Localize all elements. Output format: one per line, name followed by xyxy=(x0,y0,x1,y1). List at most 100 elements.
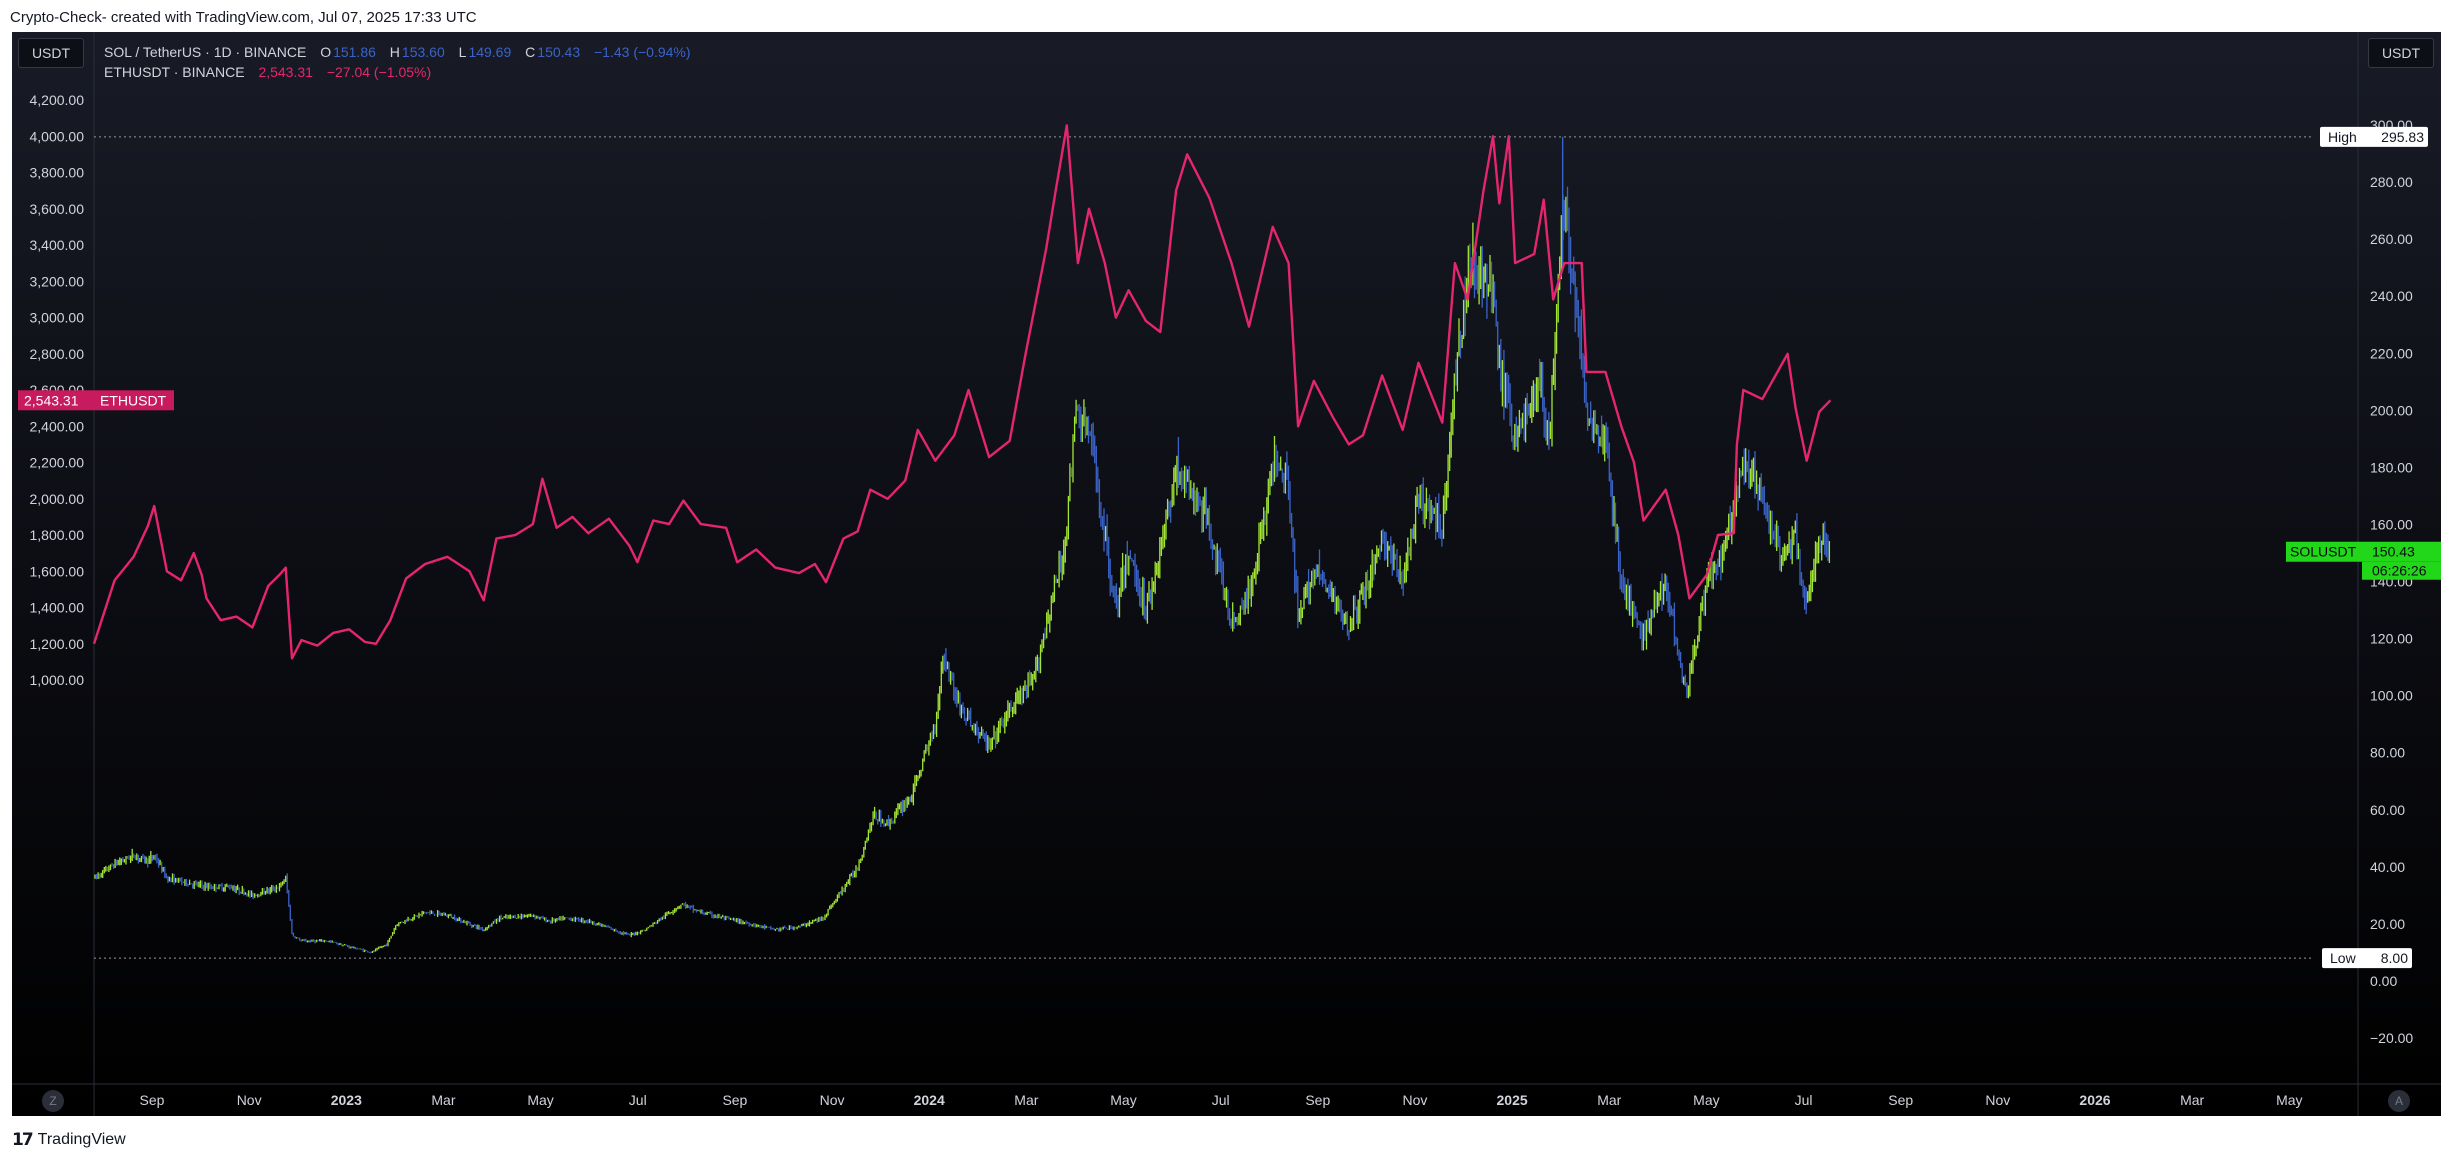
left-axis-tick: 4,000.00 xyxy=(30,128,85,144)
time-axis-tick: 2024 xyxy=(914,1092,945,1108)
sol-close-label: C xyxy=(525,44,536,60)
sol-high-value: 153.60 xyxy=(401,44,445,60)
eth-price-tag-ticker: ETHUSDT xyxy=(100,392,167,408)
sol-price-tag-ticker: SOLUSDT xyxy=(2290,544,2357,560)
left-axis-tick: 1,000.00 xyxy=(30,672,85,688)
eth-price-tag-box xyxy=(18,390,174,411)
eth-legend-name: ETHUSDT · BINANCE xyxy=(104,64,245,80)
time-axis-tick: Nov xyxy=(1402,1092,1427,1108)
high-marker: High 295.83 xyxy=(2320,126,2428,147)
left-axis-tick: 2,800.00 xyxy=(30,346,85,362)
low-marker-box xyxy=(2322,948,2412,969)
high-marker-label: High xyxy=(2328,129,2357,145)
time-axis-tick: May xyxy=(1110,1092,1136,1108)
left-axis-tick: 3,400.00 xyxy=(30,237,85,253)
right-axis-tick: 220.00 xyxy=(2370,345,2413,361)
time-axis-tick: 2025 xyxy=(1497,1092,1528,1108)
eth-legend[interactable]: ETHUSDT · BINANCE 2,543.31 −27.04 (−1.05… xyxy=(104,64,431,80)
time-axis-tick: Sep xyxy=(1888,1092,1913,1108)
sol-countdown-box xyxy=(2362,561,2441,580)
left-axis-tick: 3,800.00 xyxy=(30,165,85,181)
low-marker: Low 8.00 xyxy=(2322,948,2412,969)
sol-price-series xyxy=(94,136,1831,954)
right-axis-tick: −20.00 xyxy=(2370,1030,2413,1046)
left-axis-tick: 2,000.00 xyxy=(30,491,85,507)
sol-countdown: 06:26:26 xyxy=(2372,563,2427,579)
right-axis-tick: 180.00 xyxy=(2370,459,2413,475)
time-axis-tick: Jul xyxy=(1212,1092,1230,1108)
sol-price-tag: SOLUSDT 150.43 06:26:26 xyxy=(2286,541,2441,580)
left-axis-tick: 1,200.00 xyxy=(30,636,85,652)
sol-close-value: 150.43 xyxy=(537,44,581,60)
right-axis-tick: 20.00 xyxy=(2370,916,2405,932)
tradingview-brand: TradingView xyxy=(37,1131,126,1148)
time-axis-tick: Mar xyxy=(431,1092,455,1108)
chart-caption: Crypto-Check- created with TradingView.c… xyxy=(10,9,477,26)
left-axis-tick: 3,600.00 xyxy=(30,201,85,217)
time-axis-tick: 2023 xyxy=(331,1092,362,1108)
time-axis-tick: Mar xyxy=(1014,1092,1038,1108)
auto-scale-button[interactable]: A xyxy=(2388,1090,2410,1112)
time-axis-tick: Jul xyxy=(1795,1092,1813,1108)
left-axis-tick: 2,400.00 xyxy=(30,418,85,434)
time-axis-tick: Mar xyxy=(2180,1092,2204,1108)
chart-background xyxy=(12,32,2441,1116)
right-axis-tick: 120.00 xyxy=(2370,631,2413,647)
right-price-axis[interactable]: 300.00280.00260.00240.00220.00200.00180.… xyxy=(2370,117,2413,1046)
left-axis-tick: 1,800.00 xyxy=(30,527,85,543)
time-axis-tick: May xyxy=(527,1092,553,1108)
zoom-button[interactable]: Z xyxy=(42,1090,64,1112)
sol-legend-name: SOL / TetherUS · 1D · BINANCE xyxy=(104,44,307,60)
sol-low-label: L xyxy=(458,44,467,60)
right-axis-tick: 280.00 xyxy=(2370,174,2413,190)
high-marker-value: 295.83 xyxy=(2381,129,2424,145)
eth-price-line xyxy=(92,124,1832,660)
time-axis-tick: Sep xyxy=(140,1092,165,1108)
low-marker-label: Low xyxy=(2330,950,2357,966)
right-axis-tick: 200.00 xyxy=(2370,402,2413,418)
right-axis-tick: 40.00 xyxy=(2370,859,2405,875)
time-axis-tick: Mar xyxy=(1597,1092,1621,1108)
low-marker-value: 8.00 xyxy=(2381,950,2408,966)
eth-change: −27.04 (−1.05%) xyxy=(326,64,432,80)
time-axis-tick: Nov xyxy=(820,1092,845,1108)
time-axis-tick: Sep xyxy=(722,1092,747,1108)
left-axis-tick: 3,200.00 xyxy=(30,273,85,289)
chart-area[interactable]: 4,200.00 4,000.00 3,800.00 3,600.00 3,400.00… xyxy=(12,32,2441,1116)
sol-high-label: H xyxy=(389,44,400,60)
sol-low-value: 149.69 xyxy=(468,44,512,60)
header-bar: Crypto-Check- created with TradingView.c… xyxy=(0,0,2453,32)
footer-bar: 17 TradingView xyxy=(0,1116,2453,1163)
right-axis-tick: 60.00 xyxy=(2370,802,2405,818)
right-axis-tick: 160.00 xyxy=(2370,516,2413,532)
right-axis-tick: 100.00 xyxy=(2370,688,2413,704)
right-axis-tick: 240.00 xyxy=(2370,288,2413,304)
right-axis-tick: 260.00 xyxy=(2370,231,2413,247)
sol-open-value: 151.86 xyxy=(333,44,376,60)
left-axis-tick: 4,200.00 xyxy=(30,92,85,108)
right-axis-tick: 0.00 xyxy=(2370,973,2397,989)
time-axis-tick: Nov xyxy=(1985,1092,2010,1108)
left-currency-badge[interactable]: USDT xyxy=(18,38,84,68)
right-currency-badge[interactable]: USDT xyxy=(2368,38,2434,68)
right-axis-tick: 80.00 xyxy=(2370,745,2405,761)
eth-price-tag: 2,543.31 ETHUSDT xyxy=(18,390,174,411)
tradingview-logo-icon: 17 xyxy=(12,1130,34,1150)
time-axis[interactable]: Sep Nov 2023 Mar May Jul Sep Nov 2024 Mar May Jul Se… xyxy=(140,1092,2303,1108)
eth-last-value: 2,543.31 xyxy=(258,64,313,80)
tradingview-logo[interactable]: 17 TradingView xyxy=(12,1130,126,1150)
eth-price-tag-value: 2,543.31 xyxy=(24,392,79,408)
time-axis-tick: Nov xyxy=(237,1092,262,1108)
time-axis-tick: Jul xyxy=(629,1092,647,1108)
time-axis-tick: 2026 xyxy=(2079,1092,2110,1108)
left-axis-tick: 3,000.00 xyxy=(30,310,85,326)
high-marker-box xyxy=(2320,126,2428,147)
sol-open-label: O xyxy=(320,44,332,60)
sol-price-tag-value: 150.43 xyxy=(2372,544,2415,560)
time-axis-tick: May xyxy=(2276,1092,2302,1108)
chart-canvas[interactable]: 4,200.00 4,000.00 3,800.00 3,600.00 3,400.00… xyxy=(12,32,2441,1116)
left-axis-tick: 1,400.00 xyxy=(30,600,85,616)
time-axis-tick: Sep xyxy=(1305,1092,1330,1108)
time-axis-tick: May xyxy=(1693,1092,1719,1108)
